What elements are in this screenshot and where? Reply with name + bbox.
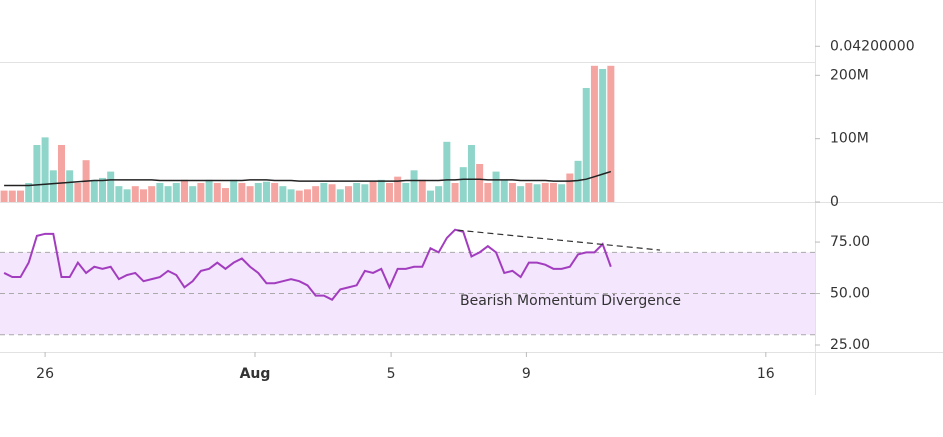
y-tick-label: 200M bbox=[830, 67, 869, 83]
volume-bar bbox=[271, 182, 279, 202]
volume-bar bbox=[508, 182, 516, 202]
volume-bar bbox=[0, 190, 8, 202]
volume-bar bbox=[16, 190, 24, 202]
volume-bar bbox=[254, 182, 262, 202]
divergence-line bbox=[457, 229, 661, 251]
volume-bar bbox=[582, 87, 590, 202]
volume-bar bbox=[476, 163, 484, 202]
x-tick-label: 9 bbox=[522, 366, 531, 382]
volume-bar bbox=[484, 182, 492, 202]
volume-bar bbox=[41, 137, 49, 202]
volume-bar bbox=[533, 184, 541, 202]
volume-bar bbox=[426, 190, 434, 202]
volume-bar bbox=[90, 179, 98, 202]
volume-bar bbox=[57, 144, 65, 202]
volume-bar bbox=[213, 182, 221, 202]
volume-bar bbox=[492, 171, 500, 202]
volume-bar bbox=[467, 144, 475, 202]
y-tick-label: 75.00 bbox=[830, 234, 870, 250]
volume-bar bbox=[98, 177, 106, 202]
volume-bar bbox=[230, 179, 238, 202]
volume-bar bbox=[558, 184, 566, 202]
volume-bar bbox=[320, 182, 328, 202]
volume-bar bbox=[139, 189, 147, 202]
moving-average-line bbox=[4, 170, 612, 187]
volume-bar bbox=[599, 68, 607, 202]
volume-bar bbox=[221, 188, 229, 202]
volume-bar bbox=[369, 181, 377, 202]
x-tick-label: 16 bbox=[757, 366, 775, 382]
volume-bar bbox=[246, 186, 254, 202]
volume-bar bbox=[205, 179, 213, 202]
volume-bar bbox=[115, 186, 123, 202]
volume-bar bbox=[385, 182, 393, 202]
y-tick-label: 50.00 bbox=[830, 286, 870, 302]
volume-bar bbox=[156, 182, 164, 202]
volume-bar bbox=[402, 182, 410, 202]
volume-bar bbox=[410, 170, 418, 202]
volume-bar bbox=[33, 144, 41, 202]
volume-bar bbox=[435, 186, 443, 202]
volume-bar bbox=[328, 184, 336, 202]
volume-bar bbox=[180, 179, 188, 202]
volume-bar bbox=[607, 65, 615, 202]
volume-bar bbox=[197, 182, 205, 202]
volume-bar bbox=[541, 182, 549, 202]
volume-bar bbox=[303, 189, 311, 202]
annotation: Bearish Momentum Divergence bbox=[460, 293, 681, 309]
volume-bar bbox=[361, 184, 369, 202]
volume-bar bbox=[8, 190, 16, 202]
volume-bar bbox=[525, 182, 533, 202]
volume-bar bbox=[394, 176, 402, 202]
volume-bar bbox=[459, 167, 467, 202]
volume-bar bbox=[66, 170, 74, 202]
volume-bar bbox=[164, 186, 172, 202]
volume-bar bbox=[377, 179, 385, 202]
volume-bar bbox=[131, 186, 139, 202]
volume-bar bbox=[262, 181, 270, 202]
volume-bar bbox=[295, 190, 303, 202]
x-tick-label: 5 bbox=[387, 366, 396, 382]
volume-bar bbox=[148, 186, 156, 202]
x-tick-label: 26 bbox=[36, 366, 54, 382]
volume-bar bbox=[574, 160, 582, 202]
volume-bar bbox=[566, 173, 574, 202]
volume-bar bbox=[451, 182, 459, 202]
volume-bar bbox=[25, 182, 33, 202]
rsi-line bbox=[3, 228, 612, 301]
volume-bar bbox=[287, 189, 295, 202]
y-tick-label: 0 bbox=[830, 194, 839, 210]
volume-bar bbox=[590, 65, 598, 202]
volume-bar bbox=[279, 186, 287, 202]
volume-bar bbox=[107, 171, 115, 202]
y-tick-label: 0.04200000 bbox=[830, 38, 915, 54]
volume-bar bbox=[189, 186, 197, 202]
volume-bar bbox=[74, 182, 82, 202]
y-tick-label: 25.00 bbox=[830, 337, 870, 353]
volume-bar bbox=[344, 186, 352, 202]
volume-bar bbox=[49, 170, 57, 202]
y-tick-label: 100M bbox=[830, 131, 869, 147]
volume-bar bbox=[312, 186, 320, 202]
volume-bar bbox=[172, 182, 180, 202]
volume-bar bbox=[418, 179, 426, 202]
volume-bar bbox=[517, 186, 525, 202]
volume-bar bbox=[500, 179, 508, 202]
x-tick-label: Aug bbox=[240, 366, 271, 382]
volume-bar bbox=[238, 182, 246, 202]
volume-bar bbox=[443, 141, 451, 202]
volume-bar bbox=[123, 189, 131, 202]
volume-bar bbox=[353, 182, 361, 202]
volume-bar bbox=[336, 189, 344, 202]
volume-bar bbox=[549, 182, 557, 202]
